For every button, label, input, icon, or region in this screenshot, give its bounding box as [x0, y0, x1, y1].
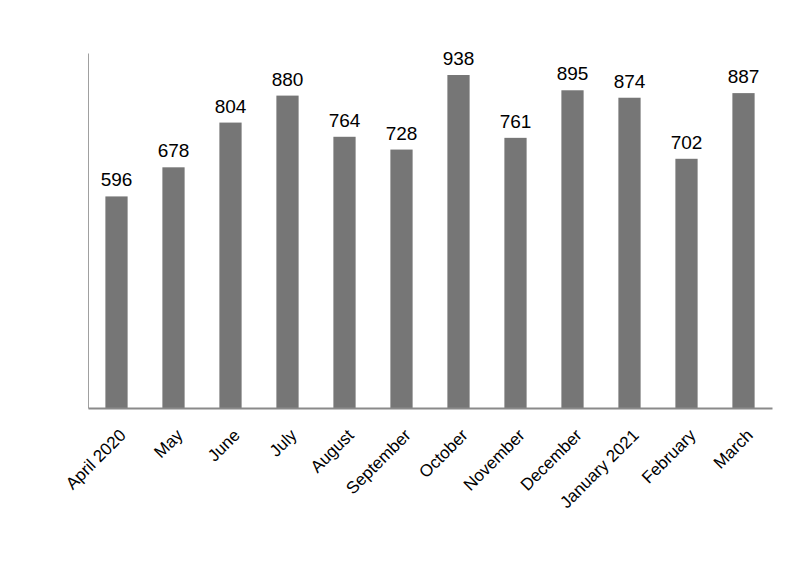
y-axis: [88, 54, 89, 409]
plot-area: April 2020 May June JulyAugustSeptemberOcto…: [62, 54, 772, 513]
x-tick-label: February: [638, 425, 700, 487]
x-tick-label: August: [307, 426, 358, 477]
bar: [732, 93, 754, 408]
x-tick: January 2021: [556, 408, 642, 512]
x-axis: April 2020 May June JulyAugustSeptemberOcto…: [62, 408, 772, 512]
data-label: 678: [158, 140, 190, 161]
data-label: 880: [272, 69, 304, 90]
x-tick-label: May: [151, 425, 187, 461]
chart-svg: April 2020 May June JulyAugustSeptemberOcto…: [0, 0, 800, 576]
x-tick-label: April 2020: [62, 426, 130, 494]
bars: [105, 75, 754, 408]
x-tick: July: [266, 408, 301, 461]
data-label: 728: [386, 123, 418, 144]
data-label: 764: [329, 110, 361, 131]
data-label: 596: [101, 169, 133, 190]
bar: [276, 96, 298, 408]
bar: [390, 150, 412, 408]
data-label: 702: [671, 132, 703, 153]
x-tick-label: July: [266, 425, 301, 460]
x-tick: September: [342, 408, 414, 498]
bar: [504, 138, 526, 408]
bar: [162, 167, 184, 408]
x-tick: June: [204, 408, 244, 465]
x-tick: March: [710, 408, 757, 473]
x-tick-label: September: [342, 425, 414, 497]
data-label: 887: [728, 66, 760, 87]
bar: [333, 137, 355, 408]
bar: [219, 123, 241, 408]
data-label: 938: [443, 48, 475, 69]
x-tick: April 2020: [62, 408, 130, 493]
bar: [105, 196, 127, 408]
x-tick: February: [638, 408, 700, 487]
data-labels: 596 678 804 880 764 728 938 761 895 874 702 887: [101, 48, 760, 190]
x-tick: August: [307, 408, 358, 477]
data-label: 895: [557, 63, 589, 84]
x-tick-label: January 2021: [556, 426, 642, 512]
chart-container: April 2020 May June JulyAugustSeptemberOcto…: [0, 0, 800, 576]
x-tick: May: [151, 408, 187, 462]
y-axis-line: [88, 54, 89, 409]
x-axis-line: [89, 408, 773, 410]
data-label: 761: [500, 111, 532, 132]
bar: [561, 90, 583, 408]
bar: [447, 75, 469, 408]
bar: [675, 159, 697, 408]
bar: [618, 98, 640, 408]
x-tick-label: March: [710, 426, 757, 473]
data-label: 804: [215, 96, 247, 117]
data-label: 874: [614, 71, 646, 92]
x-tick-label: October: [415, 425, 471, 481]
x-tick-label: June: [204, 426, 244, 466]
x-tick: October: [415, 408, 471, 482]
